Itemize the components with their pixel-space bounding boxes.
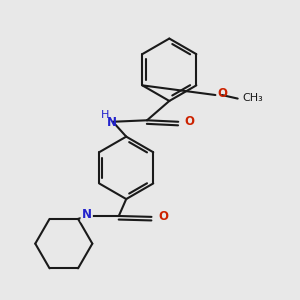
Text: N: N bbox=[82, 208, 92, 221]
Text: O: O bbox=[217, 87, 227, 100]
Text: N: N bbox=[82, 208, 92, 221]
Text: O: O bbox=[185, 115, 195, 128]
Text: N: N bbox=[107, 116, 117, 130]
Text: CH₃: CH₃ bbox=[242, 93, 263, 103]
Text: O: O bbox=[158, 210, 168, 223]
Text: H: H bbox=[101, 110, 110, 120]
